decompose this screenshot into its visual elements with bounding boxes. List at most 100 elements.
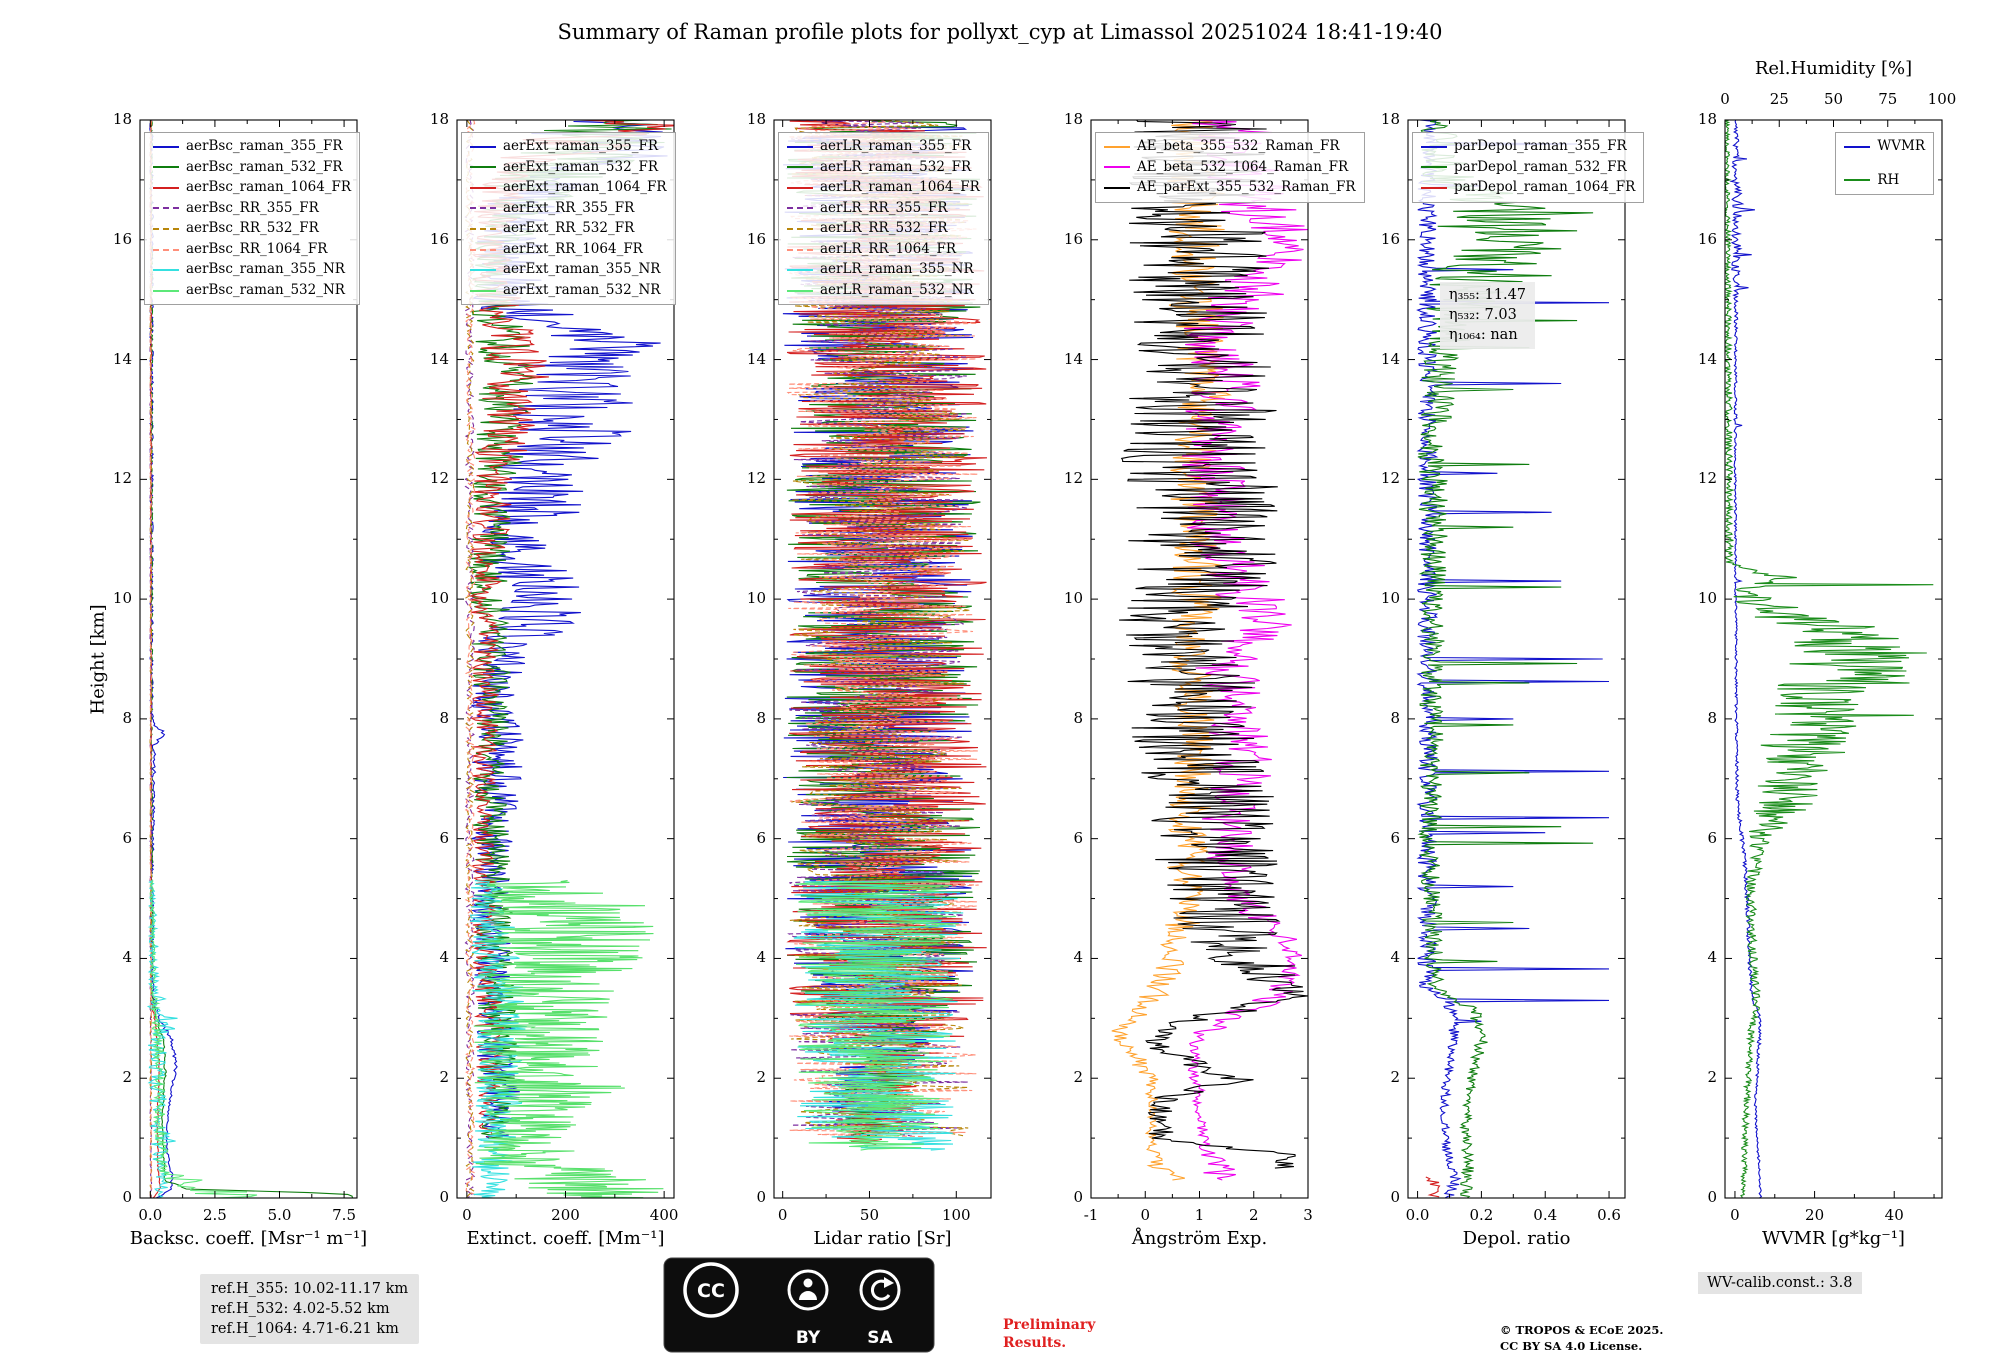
copyright-note: © TROPOS & ECoE 2025. CC BY SA 4.0 Licen… [1500,1322,1663,1354]
cc-by-sa-badge: CC BY SA [663,1257,935,1353]
legend-label: RH [1877,171,1900,188]
y-tick-label: 18 [746,110,766,128]
legend-line-sample [1421,166,1447,169]
legend-label: parDepol_raman_1064_FR [1454,179,1636,196]
y-tick-label: 16 [746,229,766,248]
x-axis-label: Backsc. coeff. [Msr⁻¹ m⁻¹] [129,1228,368,1249]
legend-item: aerBsc_raman_532_NR [153,282,351,300]
legend-item: AE_beta_355_532_Raman_FR [1104,138,1356,156]
legend-item: aerBsc_RR_532_FR [153,220,351,238]
y-tick-label: 6 [1390,828,1400,847]
legend-item: aerExt_raman_532_FR [470,159,667,177]
legend-line-sample [787,166,813,169]
y-tick-label: 6 [1707,828,1717,847]
panel-wvmr-frame [1724,119,1943,1199]
legend-label: aerExt_RR_355_FR [503,199,635,216]
legend-line-sample [787,186,813,189]
legend-lidar-ratio: aerLR_raman_355_FR aerLR_raman_532_FR aerL… [778,132,989,306]
eta-annotation-line: η₅₃₂: 7.03 [1448,306,1517,323]
y-tick-label: 14 [1697,349,1717,368]
ref-height-1064: ref.H_1064: 4.71-6.21 km [211,1321,399,1337]
legend-label: aerLR_raman_1064_FR [820,179,980,196]
y-tick-label: 16 [1380,229,1400,248]
x-axis-label: Depol. ratio [1462,1228,1571,1249]
legend-line-sample [1421,186,1447,189]
x-tick-label: 5.0 [267,1206,292,1224]
y-tick-label: 8 [1707,708,1717,727]
y-tick-label: 10 [1063,589,1083,608]
preliminary-line-1: Preliminary [1003,1317,1096,1333]
y-tick-label: 14 [1380,349,1400,368]
y-tick-label: 0 [1073,1188,1083,1206]
series-parDepol_raman_355_FR [1416,120,1610,1198]
legend-backscatter: aerBsc_raman_355_FR aerBsc_raman_532_FR ae… [144,132,361,306]
y-tick-label: 14 [1063,349,1083,368]
y-tick-label: 18 [1063,110,1083,128]
legend-line-sample [1104,145,1130,148]
legend-line-sample [1421,145,1447,148]
y-tick-label: 2 [756,1068,766,1087]
series-RH [1725,120,1934,1198]
legend-line-sample [470,207,496,210]
series-aerBsc_raman_532_NR [149,880,258,1198]
x-axis-label: Ångström Exp. [1131,1228,1268,1249]
panel-lidar-ratio-ticks [774,119,991,1199]
legend-item: aerLR_raman_532_NR [787,282,980,300]
legend-line-sample [153,166,179,169]
series-aerExt_raman_532_NR [473,880,664,1198]
panel-angstroem-ticks [1090,119,1309,1199]
legend-line-sample [787,207,813,210]
legend-label: aerLR_raman_355_FR [820,138,972,154]
legend-label: parDepol_raman_355_FR [1454,138,1627,154]
y-tick-label: 16 [429,229,449,248]
x-tick-label: 0.0 [1405,1206,1430,1224]
y-tick-label: 14 [112,349,132,368]
x-tick-label: 20 [1805,1206,1825,1224]
legend-line-sample [470,269,496,272]
wv-calib-constant: WV-calib.const.: 3.8 [1698,1272,1862,1294]
y-tick-label: 8 [122,708,132,727]
y-tick-label: 16 [1063,229,1083,248]
legend-line-sample [1104,186,1130,189]
legend-label: aerBsc_RR_532_FR [186,220,319,237]
legend-label: aerLR_RR_355_FR [820,199,948,216]
legend-label: AE_beta_532_1064_Raman_FR [1137,158,1349,175]
legend-item: aerBsc_raman_532_FR [153,159,351,177]
y-tick-label: 2 [439,1068,449,1087]
y-tick-label: 12 [429,469,449,488]
legend-line-sample [470,289,496,292]
legend-item: aerLR_RR_1064_FR [787,241,980,259]
y-tick-label: 4 [756,948,766,967]
legend-label: aerBsc_raman_1064_FR [186,179,352,196]
legend-line-sample [1104,166,1130,169]
series-parDepol_raman_1064_FR [1425,1176,1441,1198]
y-tick-label: 16 [112,229,132,248]
y-tick-label: 12 [1697,469,1717,488]
legend-line-sample [153,269,179,272]
x-tick-label: -1 [1083,1206,1099,1224]
legend-item: aerExt_RR_532_FR [470,220,667,238]
y-tick-label: 0 [1707,1188,1717,1206]
panel-wvmr-ticks [1724,119,1943,1199]
legend-line-sample [787,269,813,272]
x-axis-label: Extinct. coeff. [Mm⁻¹] [466,1228,665,1249]
cc-badge-plate [663,1257,935,1353]
x-tick-label: 100 [941,1206,971,1224]
y-tick-label: 18 [429,110,449,128]
x-tick-label: 3 [1303,1206,1313,1224]
y-tick-label: 14 [429,349,449,368]
eta-annotation-line: η₃₅₅: 11.47 [1448,286,1527,303]
y-tick-label: 12 [112,469,132,488]
y-tick-label: 8 [439,708,449,727]
panel-depol-ticks [1408,119,1625,1199]
page-title: Summary of Raman profile plots for polly… [557,20,1443,44]
series-aerBsc_RR_355_FR [149,120,153,1198]
y-tick-label: 6 [756,828,766,847]
y-tick-label: 10 [1380,589,1400,608]
x-tick-label: 1 [1194,1206,1205,1224]
x-axis-label: WVMR [g*kg⁻¹] [1762,1228,1905,1249]
y-tick-label: 12 [1380,469,1400,488]
legend-line-sample [470,227,496,230]
